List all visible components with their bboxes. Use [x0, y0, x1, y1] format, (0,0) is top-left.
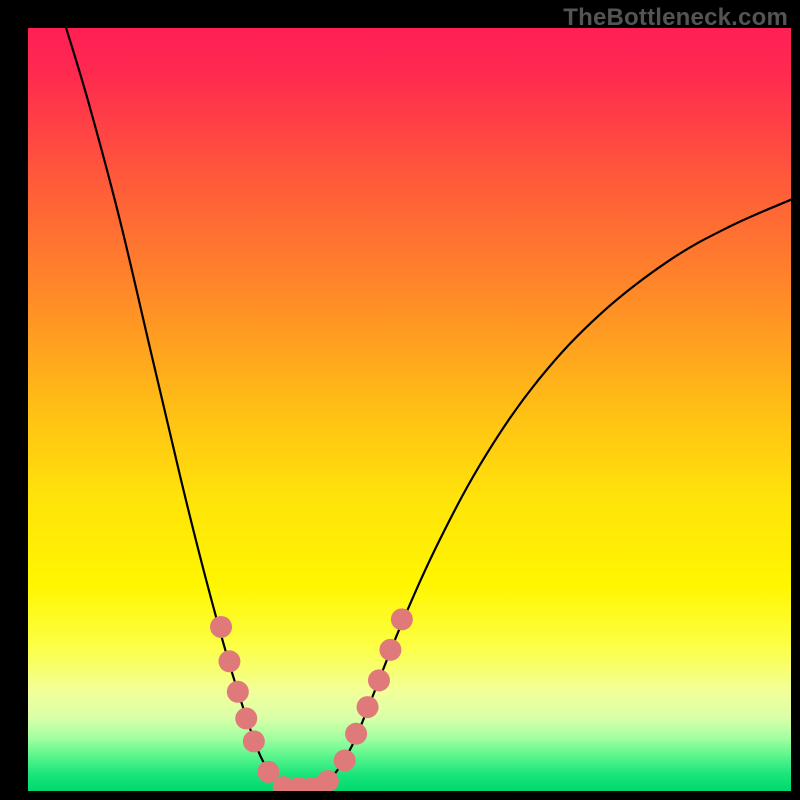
watermark-label: TheBottleneck.com [563, 4, 788, 32]
chart-svg [28, 28, 791, 791]
data-marker [368, 669, 390, 691]
data-marker [227, 681, 249, 703]
data-marker [391, 608, 413, 630]
chart-background [28, 28, 791, 791]
data-marker [379, 639, 401, 661]
data-marker [210, 616, 232, 638]
data-marker [357, 696, 379, 718]
data-marker [218, 650, 240, 672]
stage: TheBottleneck.com [0, 0, 800, 800]
data-marker [235, 708, 257, 730]
chart-plot-area [28, 28, 791, 791]
data-marker [243, 730, 265, 752]
data-marker [345, 723, 367, 745]
data-marker [334, 749, 356, 771]
